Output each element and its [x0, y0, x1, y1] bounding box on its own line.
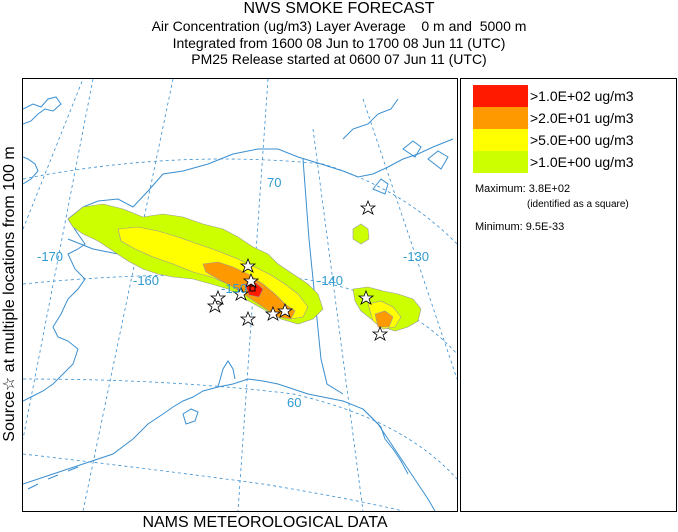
source-star — [242, 272, 260, 288]
source-star — [371, 325, 389, 341]
source-star — [264, 305, 282, 321]
legend-label-level-1: >1.0E+00 ug/m3 — [530, 154, 634, 170]
southeast-coast — [362, 408, 409, 475]
source-star — [239, 257, 257, 273]
met-data-label: NAMS METEOROLOGICAL DATA — [142, 514, 388, 531]
kodiak-island — [182, 408, 199, 425]
canada-arctic-coast — [342, 98, 399, 140]
maximum-label: Maximum: 3.8E+02 — [475, 183, 571, 195]
siberia-coast — [23, 96, 62, 125]
plume-level-1-north — [352, 223, 370, 245]
source-height-label: Source☆ at multiple locations from 100 m — [1, 146, 18, 442]
alaska-north-coast — [67, 138, 454, 220]
latitude-line-70 — [23, 158, 457, 245]
legend-swatch-level-2 — [473, 129, 528, 151]
title-main: NWS SMOKE FORECAST — [243, 0, 435, 17]
lat-label-70: 70 — [267, 175, 281, 190]
legend-swatch-level-3 — [473, 107, 528, 129]
legend-panel: >1.0E+02 ug/m3 >2.0E+01 ug/m3 >5.0E+00 u… — [460, 78, 677, 512]
title-concentration: Air Concentration (ug/m3) Layer Average … — [151, 18, 527, 34]
lon-label-130: -130 — [403, 249, 429, 264]
source-star — [276, 302, 294, 318]
latitude-line-60 — [23, 378, 457, 480]
longitude-line-170 — [23, 79, 94, 440]
title-release-start: PM25 Release started at 0600 07 Jun 11 (… — [191, 51, 487, 67]
source-star — [206, 297, 224, 313]
source-star — [359, 199, 377, 215]
title-block: NWS SMOKE FORECAST Air Concentration (ug… — [0, 0, 678, 68]
kenai-inlet — [217, 360, 236, 388]
map-panel: 70 60 -170 -160 -150 -140 -130 — [22, 78, 458, 512]
lon-label-170: -170 — [37, 249, 63, 264]
smoke-map: 70 60 -170 -160 -150 -140 -130 — [23, 79, 457, 511]
source-star — [357, 289, 375, 305]
plume-level-3-east — [374, 310, 394, 328]
title-integration-period: Integrated from 1600 08 Jun to 1700 08 J… — [172, 34, 506, 51]
longitude-line-140 — [312, 128, 364, 511]
aleutian-islands — [27, 466, 79, 490]
maximum-marker-square — [249, 285, 256, 292]
lon-label-140: -140 — [317, 273, 343, 288]
longitude-line-130 — [362, 98, 457, 380]
lon-label-150: -150 — [221, 281, 247, 296]
lon-label-160: -160 — [133, 273, 159, 288]
legend-swatch-level-1 — [473, 151, 528, 173]
alaska-west-coast — [23, 218, 86, 402]
siberia-coast-south — [23, 156, 39, 185]
legend-label-level-3: >2.0E+01 ug/m3 — [530, 110, 634, 126]
arctic-islands — [372, 140, 449, 195]
longitude-line-160 — [82, 79, 174, 511]
maximum-note: (identified as a square) — [527, 199, 629, 210]
source-star — [239, 310, 257, 326]
legend-label-level-4: >1.0E+02 ug/m3 — [530, 88, 634, 104]
minimum-label: Minimum: 9.5E-33 — [475, 221, 565, 233]
grid-labels: 70 60 -170 -160 -150 -140 -130 — [37, 175, 429, 410]
legend-swatch-level-4 — [473, 85, 528, 107]
longitude-line-180 — [23, 79, 84, 230]
latitude-line-55 — [23, 453, 404, 511]
alaska-peninsula — [23, 378, 436, 511]
source-markers — [206, 199, 389, 341]
lat-label-60: 60 — [287, 395, 301, 410]
source-star — [232, 285, 250, 301]
legend-label-level-2: >5.0E+00 ug/m3 — [530, 132, 634, 148]
